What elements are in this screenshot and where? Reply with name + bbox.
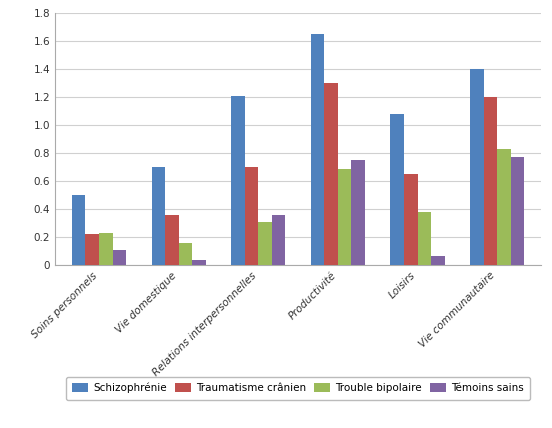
Bar [152,167,165,265]
Bar [338,169,352,265]
Legend: Schizophrénie, Traumatisme crânien, Trouble bipolaire, Témoins sains: Schizophrénie, Traumatisme crânien, Trou… [66,377,530,400]
Bar [484,97,497,265]
Bar [86,235,99,265]
Bar [72,195,86,265]
Bar [179,243,192,265]
Bar [470,69,484,265]
Bar [497,149,511,265]
Bar [231,95,245,265]
Bar [113,250,126,265]
Bar [404,174,417,265]
Bar [258,222,272,265]
Bar [352,160,365,265]
Bar [192,260,206,265]
Bar [325,83,338,265]
Bar [165,215,179,265]
Bar [417,212,431,265]
Bar [272,215,285,265]
Bar [245,167,258,265]
Bar [431,256,444,265]
Bar [311,34,325,265]
Bar [390,114,404,265]
Bar [99,233,113,265]
Bar [511,158,524,265]
